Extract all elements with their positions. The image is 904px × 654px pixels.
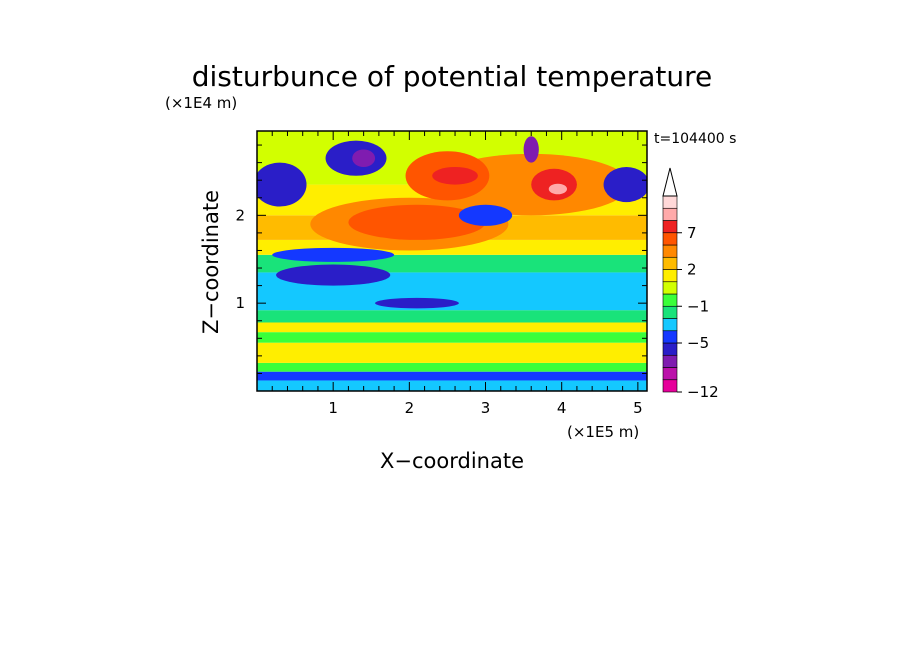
temperature-field xyxy=(257,131,647,391)
y-unit-label: (×1E4 m) xyxy=(165,94,237,112)
colorbar-label-0: 7 xyxy=(687,224,697,242)
colorbar-swatch-14 xyxy=(662,207,678,221)
field-blob-15 xyxy=(458,204,513,226)
plot-frame xyxy=(256,130,648,392)
field-blob-4 xyxy=(348,204,486,240)
field-blob-2 xyxy=(272,247,395,262)
field-band-1 xyxy=(257,371,647,381)
field-band-0 xyxy=(257,380,647,391)
colorbar-swatch-1 xyxy=(662,367,678,381)
field-blob-9 xyxy=(548,183,568,195)
x-tick-label-1: 1 xyxy=(328,399,338,417)
colorbar-swatch-10 xyxy=(662,256,678,270)
field-band-5 xyxy=(257,322,647,333)
colorbar-swatch-0 xyxy=(662,379,678,393)
colorbar-extend-arrow xyxy=(662,167,678,197)
colorbar-label-1: 2 xyxy=(687,261,697,279)
field-band-6 xyxy=(257,310,647,323)
x-axis-label: X−coordinate xyxy=(380,449,524,473)
colorbar-label-3: −5 xyxy=(687,334,709,352)
x-tick-label-5: 5 xyxy=(633,399,643,417)
time-label: t=104400 s xyxy=(654,131,736,147)
colorbar-swatch-6 xyxy=(662,305,678,319)
colorbar-swatch-13 xyxy=(662,220,678,234)
y-tick-label-1: 1 xyxy=(235,294,245,312)
y-axis-label: Z−coordinate xyxy=(199,190,223,334)
colorbar-swatch-15 xyxy=(662,195,678,209)
x-tick-label-2: 2 xyxy=(405,399,415,417)
colorbar-swatch-9 xyxy=(662,269,678,283)
field-blob-14 xyxy=(603,167,647,203)
colorbar-swatch-8 xyxy=(662,281,678,295)
colorbar-swatch-11 xyxy=(662,244,678,258)
field-blob-1 xyxy=(276,264,391,286)
colorbar-swatch-2 xyxy=(662,354,678,368)
field-blob-13 xyxy=(523,136,539,163)
colorbar-swatch-5 xyxy=(662,318,678,332)
x-tick-label-4: 4 xyxy=(557,399,567,417)
colorbar-label-4: −12 xyxy=(687,383,719,401)
field-band-2 xyxy=(257,362,647,372)
field-band-4 xyxy=(257,332,647,343)
x-tick-label-3: 3 xyxy=(481,399,491,417)
y-tick-label-2: 2 xyxy=(235,206,245,224)
chart-title: disturbunce of potential temperature xyxy=(192,60,713,93)
colorbar: 7 2 −1 −5 −12 xyxy=(662,167,719,401)
field-band-3 xyxy=(257,342,647,363)
colorbar-swatch-12 xyxy=(662,232,678,246)
colorbar-swatch-3 xyxy=(662,342,678,356)
axis-ticks: 1 2 3 4 5 1 2 xyxy=(235,131,647,417)
colorbar-swatch-4 xyxy=(662,330,678,344)
x-unit-label: (×1E5 m) xyxy=(567,423,639,441)
colorbar-swatch-7 xyxy=(662,293,678,307)
field-blob-0 xyxy=(375,297,459,309)
field-blob-12 xyxy=(352,149,376,168)
field-blob-7 xyxy=(432,167,478,185)
field-blob-10 xyxy=(257,162,307,207)
colorbar-label-2: −1 xyxy=(687,297,709,315)
